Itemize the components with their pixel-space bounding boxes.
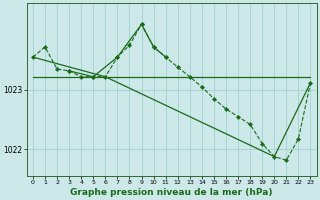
X-axis label: Graphe pression niveau de la mer (hPa): Graphe pression niveau de la mer (hPa) (70, 188, 273, 197)
